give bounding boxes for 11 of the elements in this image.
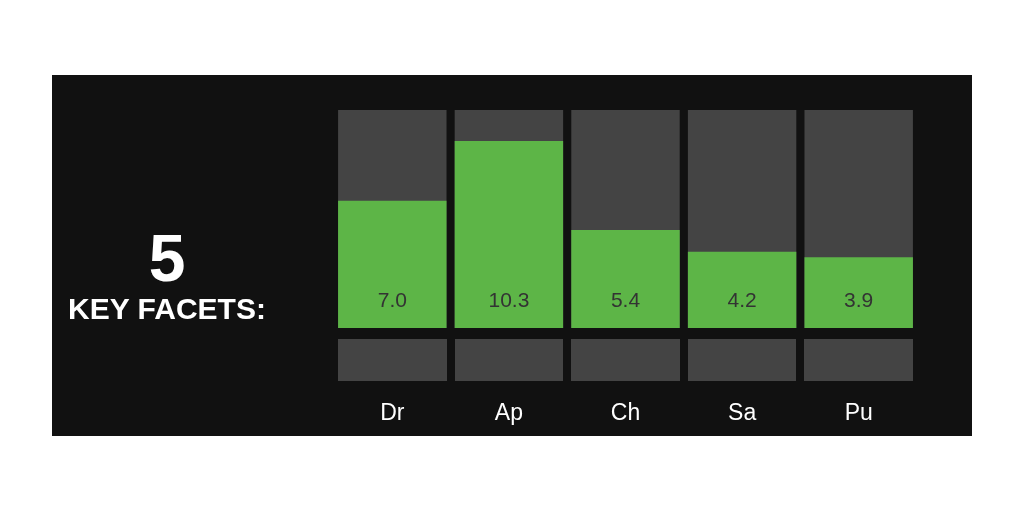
- x-tick-label: Ap: [494, 398, 523, 425]
- bar: [804, 257, 913, 328]
- data-label: 10.3: [488, 288, 530, 311]
- data-label: 5.4: [610, 288, 641, 311]
- x-tick-label: Sa: [728, 398, 757, 425]
- x-tick-label: Ch: [610, 398, 641, 425]
- data-label: 3.9: [844, 288, 874, 311]
- x-tick-label: Dr: [380, 398, 405, 425]
- data-label: 7.0: [377, 288, 407, 311]
- x-tick-label: Pu: [844, 398, 873, 425]
- data-label: 4.2: [727, 288, 757, 311]
